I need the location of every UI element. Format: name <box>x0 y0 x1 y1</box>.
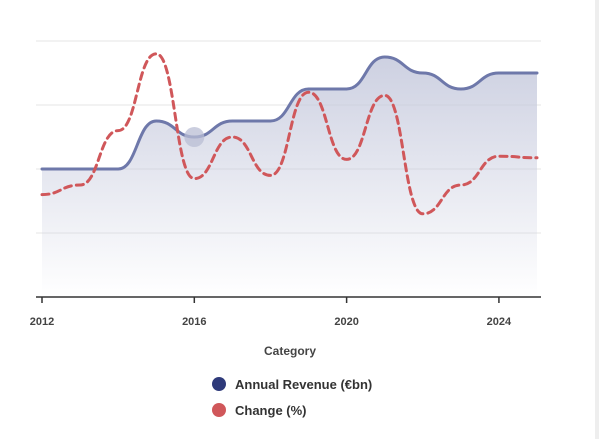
legend-marker-revenue <box>212 377 226 391</box>
legend-label-revenue: Annual Revenue (€bn) <box>235 376 373 392</box>
legend-label-change: Change (%) <box>235 402 307 418</box>
right-edge-strip <box>595 0 599 439</box>
x-tick-label: 2020 <box>334 316 358 328</box>
highlight-marker[interactable] <box>184 127 205 147</box>
legend-item-change[interactable]: Change (%) <box>212 398 372 422</box>
x-tick-label: 2016 <box>182 316 206 328</box>
legend-item-revenue[interactable]: Annual Revenue (€bn) <box>212 372 372 396</box>
x-axis-title: Category <box>264 344 316 358</box>
series-line-layer <box>40 52 539 216</box>
series-area-layer <box>42 57 537 297</box>
legend-marker-change <box>212 403 226 417</box>
x-tick-label: 2012 <box>30 316 54 328</box>
legend: Annual Revenue (€bn) Change (%) <box>212 372 372 424</box>
x-tick-label: 2024 <box>487 316 512 328</box>
series-line-1[interactable] <box>40 52 539 216</box>
highlight-marker-layer <box>184 127 205 147</box>
series-area-0 <box>42 57 537 297</box>
x-axis: 2012 2016 2020 2024 <box>30 296 541 328</box>
series-line-0[interactable] <box>40 55 539 171</box>
